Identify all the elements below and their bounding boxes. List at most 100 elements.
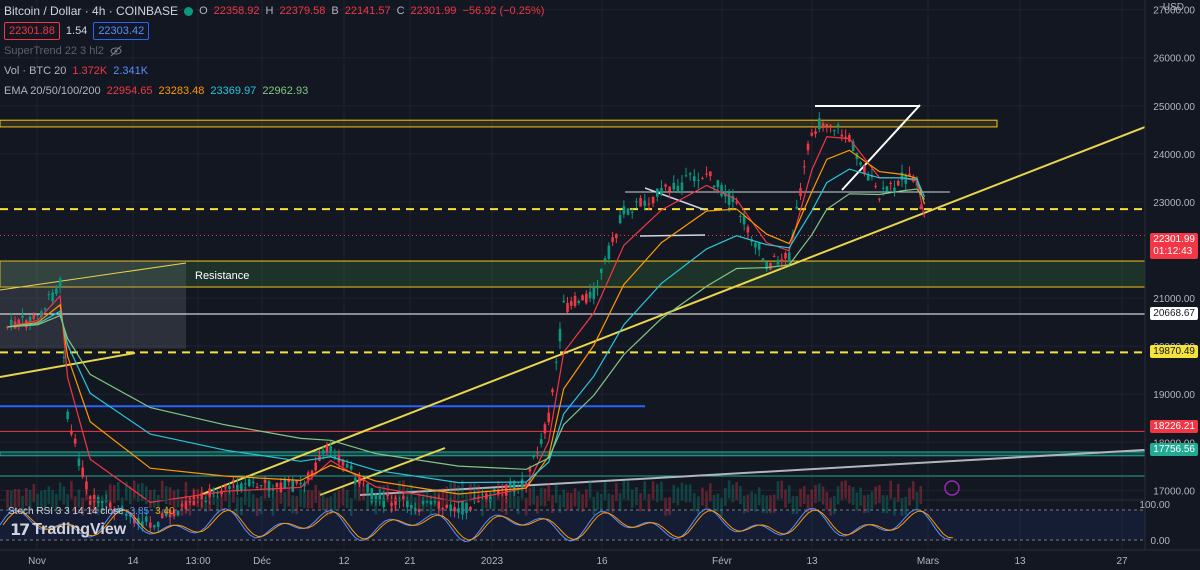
candle-body — [208, 488, 211, 497]
candle-body — [818, 118, 821, 130]
price-tick-label: 21000.00 — [1153, 294, 1195, 305]
time-tick-label: Déc — [253, 556, 271, 567]
candle-body — [73, 438, 77, 444]
candle-body — [584, 293, 588, 304]
volume-bar — [374, 496, 378, 515]
volume-bar — [630, 489, 634, 508]
candle-body — [508, 482, 512, 487]
volume-bar — [724, 487, 727, 506]
volume-bar — [639, 493, 642, 512]
stoch-rsi-legend: Stoch RSI 3 3 14 14 close 3.85 3.40 — [8, 506, 175, 517]
candle-body — [386, 494, 389, 497]
symbol-title[interactable]: Bitcoin / Dollar · 4h · COINBASE — [4, 4, 179, 18]
volume-bar — [421, 493, 425, 512]
candle-body — [402, 496, 405, 501]
volume-bar — [688, 484, 692, 503]
candle-body — [705, 173, 708, 175]
volume-bar — [43, 489, 47, 508]
candle-body — [47, 294, 51, 296]
candle-body — [204, 499, 208, 502]
volume-bar — [216, 495, 219, 514]
price-tick-label: 27000.00 — [1153, 6, 1195, 17]
candle-body — [333, 456, 337, 459]
volume-bar — [896, 484, 900, 503]
volume-bar — [848, 485, 851, 504]
volume-bar — [188, 497, 192, 516]
candle-body — [588, 291, 592, 299]
volume-bar — [874, 486, 877, 505]
volume-bar — [279, 485, 283, 504]
candle-body — [866, 174, 870, 181]
candle-body — [469, 506, 472, 511]
volume-bar — [120, 497, 124, 516]
ema50-line — [7, 149, 926, 495]
candle-body — [543, 424, 547, 434]
volume-bar — [746, 494, 750, 513]
volume-bar — [676, 487, 680, 506]
volume-bar — [329, 496, 333, 515]
candle-body — [908, 173, 911, 177]
price-tick-label: 26000.00 — [1153, 54, 1195, 65]
volume-bar — [643, 481, 647, 500]
volume-bar — [251, 494, 255, 513]
green-level-tag: 17756.56 — [1150, 443, 1198, 456]
volume-bar — [160, 480, 164, 499]
volume-bar — [615, 483, 618, 502]
candle-body — [814, 131, 817, 134]
candle-body — [216, 492, 219, 494]
volume-bar — [603, 481, 607, 500]
candle-body — [727, 192, 731, 205]
volume-bar — [716, 493, 720, 512]
candle-body — [70, 430, 73, 435]
candle-body — [321, 449, 325, 454]
volume-bar — [306, 490, 310, 509]
supertrend-indicator[interactable]: SuperTrend 22 3 hl2 — [4, 45, 104, 57]
volume-bar — [152, 489, 156, 508]
candle-body — [870, 176, 874, 178]
volume-bar — [236, 496, 239, 515]
volume-bar — [844, 480, 847, 499]
sell-price-button[interactable]: 22301.88 — [4, 22, 60, 40]
ema-indicator[interactable]: EMA 20/50/100/200 — [4, 85, 101, 97]
candle-body — [417, 509, 421, 512]
candle-body — [757, 243, 761, 250]
volume-bar — [878, 485, 881, 504]
volume-bar — [566, 492, 569, 511]
volume-bar — [600, 493, 603, 512]
volume-bar — [47, 486, 51, 505]
volume-bar — [477, 484, 480, 503]
volume-bar — [58, 482, 62, 501]
buy-price-button[interactable]: 22303.42 — [93, 22, 150, 40]
candle-body — [58, 278, 62, 288]
candle-body — [128, 514, 132, 517]
candle-body — [787, 252, 791, 262]
volume-bar — [769, 495, 772, 514]
currency-label[interactable]: USD — [1162, 2, 1184, 13]
volume-bar — [441, 488, 445, 507]
candle-body — [639, 197, 642, 207]
volume-bar — [739, 486, 742, 505]
candle-body — [684, 175, 688, 177]
volume-bar — [735, 482, 738, 501]
candle-body — [441, 507, 445, 510]
candle-body — [655, 188, 659, 197]
eye-hidden-icon[interactable] — [110, 45, 122, 57]
candle-body — [433, 501, 437, 503]
candle-body — [429, 500, 433, 505]
candle-body — [802, 166, 806, 168]
volume-bar — [271, 497, 275, 516]
stoch-rsi-name[interactable]: Stoch RSI 3 3 14 14 close — [8, 506, 124, 517]
candle-body — [176, 510, 180, 516]
candle-body — [259, 484, 263, 486]
candle-body — [878, 198, 881, 200]
candle-body — [761, 258, 765, 261]
volume-indicator[interactable]: Vol · BTC 20 — [4, 65, 67, 77]
low-value: 22141.57 — [344, 5, 391, 17]
time-tick-label: Nov — [28, 556, 46, 567]
price-axis — [1145, 0, 1200, 570]
volume-bar — [66, 494, 69, 513]
volume-bar — [569, 492, 573, 511]
candle-body — [358, 477, 361, 484]
volume-bar — [406, 487, 409, 506]
